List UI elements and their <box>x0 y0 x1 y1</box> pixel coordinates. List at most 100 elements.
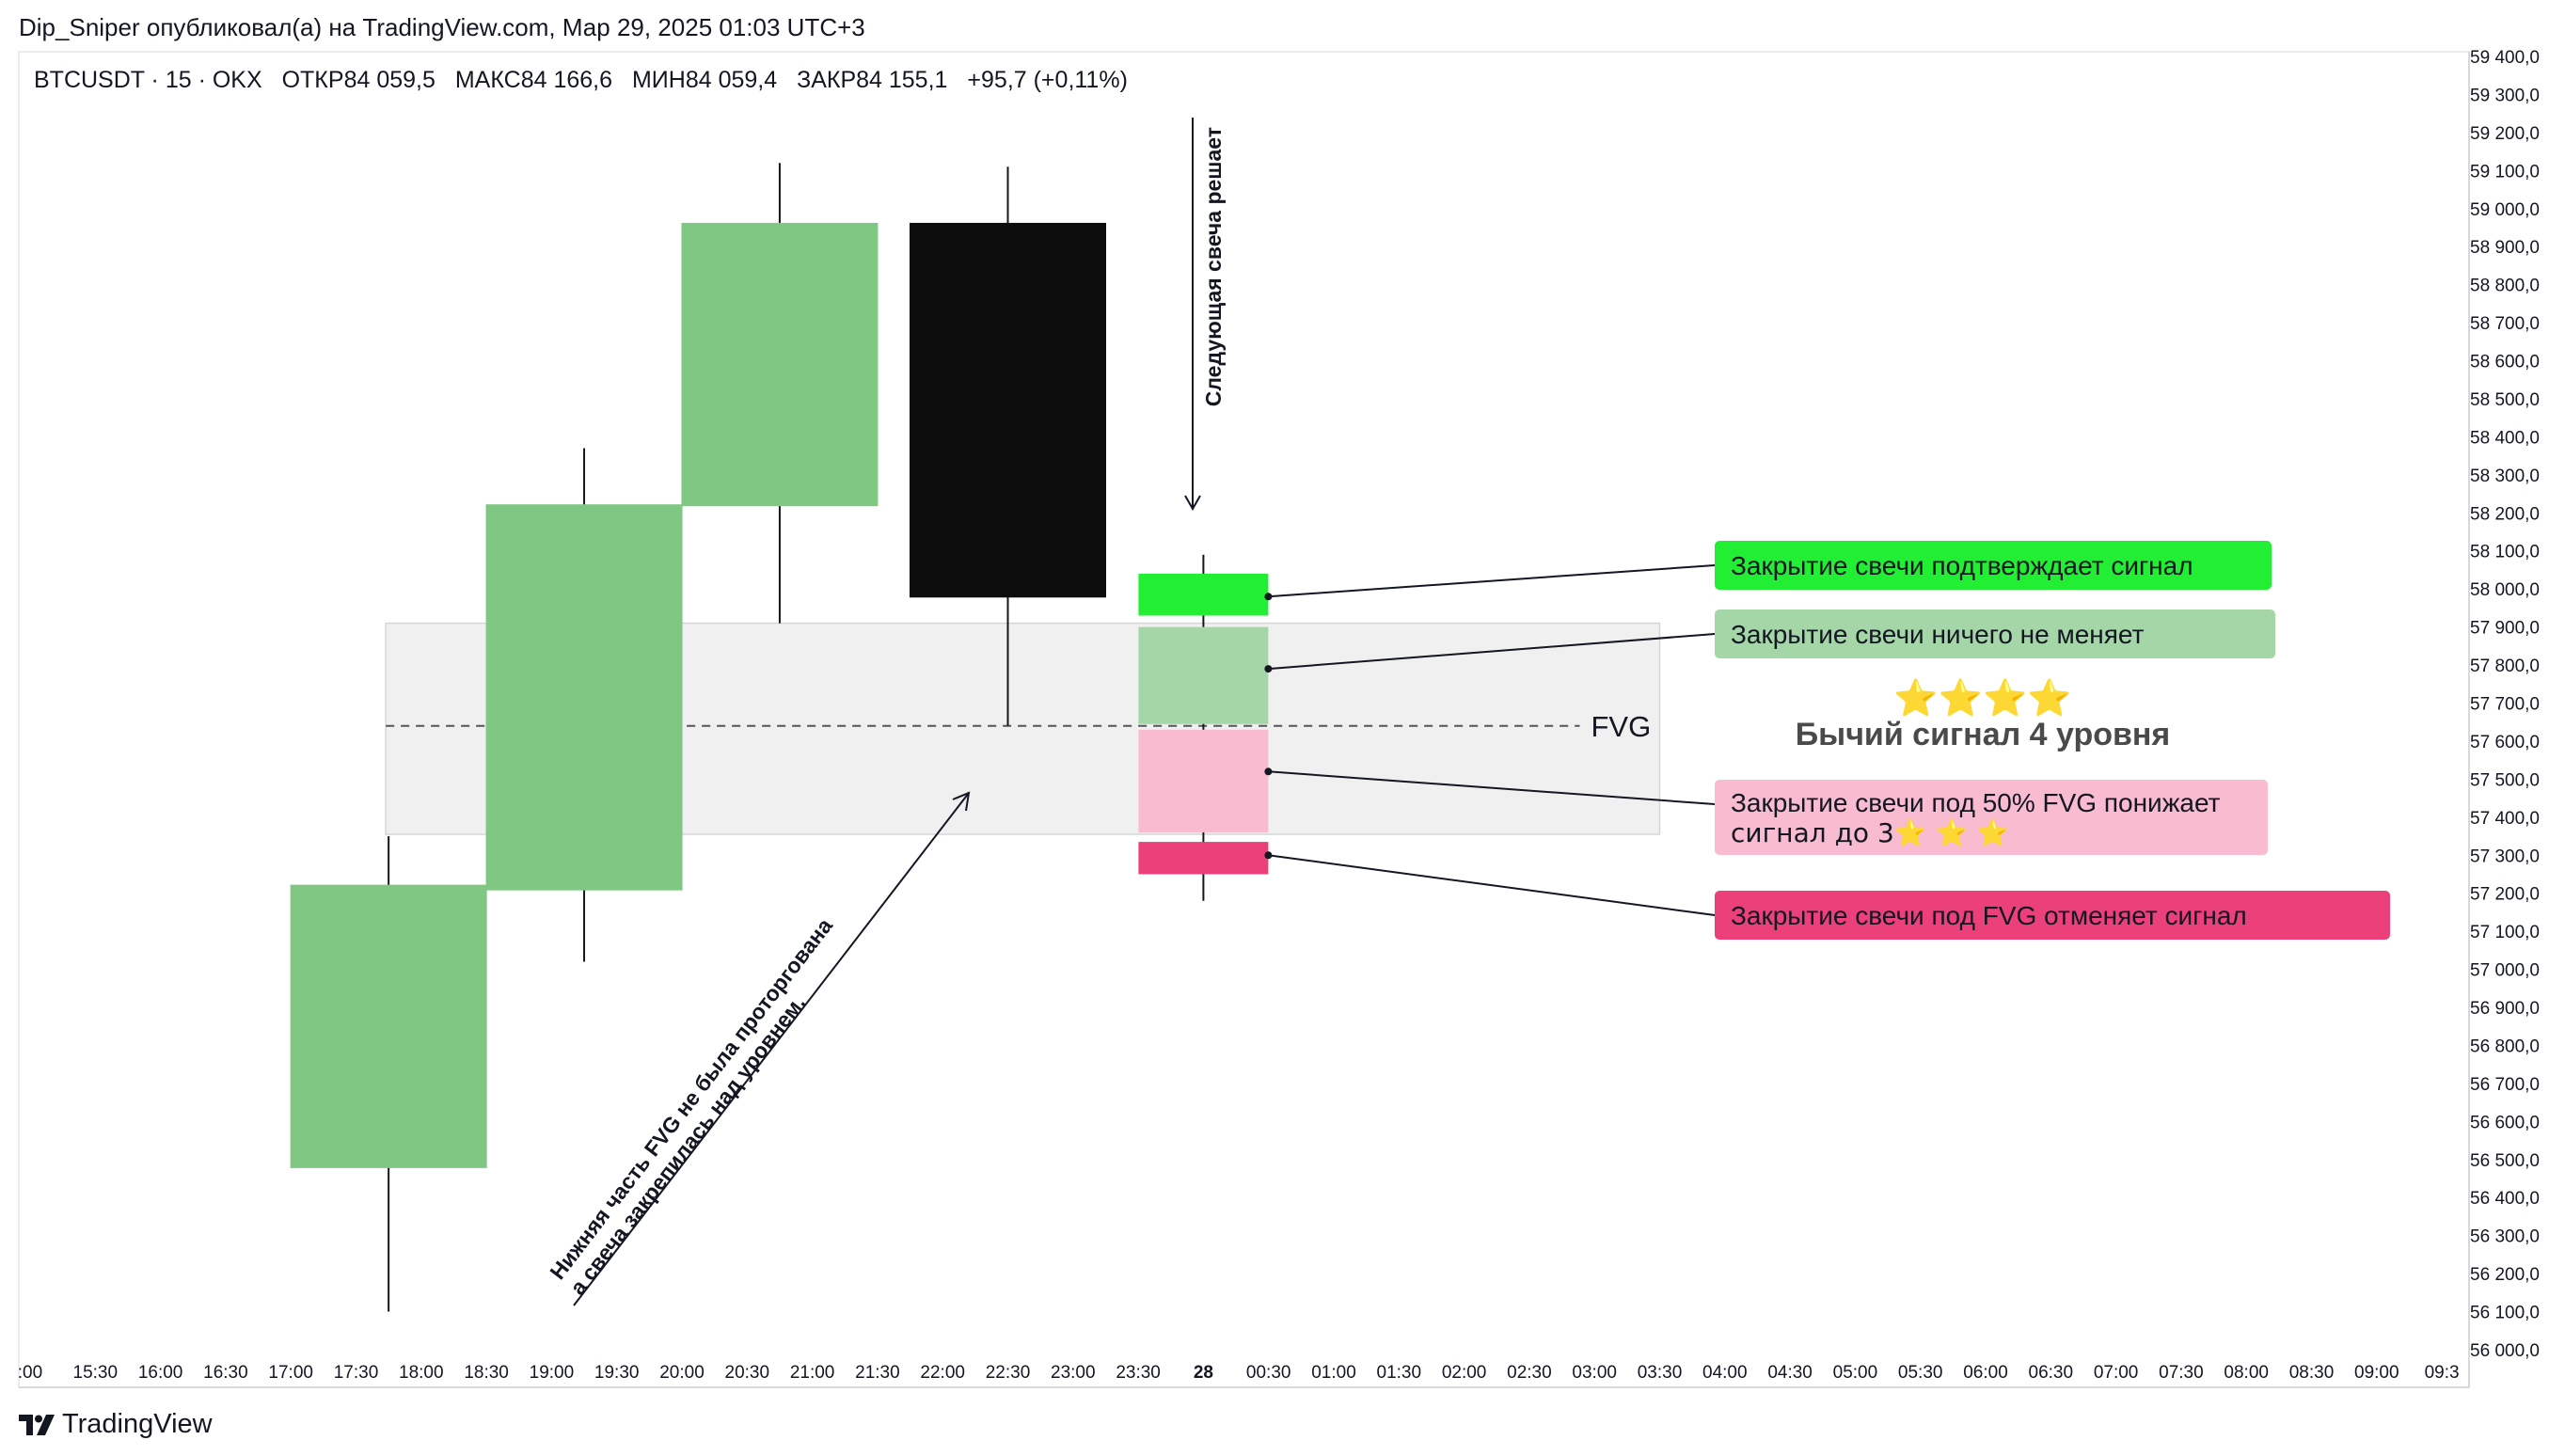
time-tick-label: 03:30 <box>1638 1363 1683 1383</box>
callout-box <box>1715 541 2272 590</box>
legend-close: 84 155,1 <box>856 67 947 93</box>
time-tick-label: 18:00 <box>399 1363 444 1383</box>
time-tick-label: 15:30 <box>73 1363 119 1383</box>
time-tick-label: 03:00 <box>1572 1363 1617 1383</box>
candle[interactable] <box>910 166 1106 726</box>
time-tick-label: :00 <box>18 1363 42 1383</box>
time-tick-label: 08:30 <box>2289 1363 2335 1383</box>
next-candle-zone[interactable] <box>1138 626 1269 724</box>
signal-title: Бычий сигнал 4 уровня <box>1796 717 2171 752</box>
price-tick-label: 58 000,0 <box>2470 580 2540 600</box>
candle-body <box>485 504 683 891</box>
price-tick-label: 58 700,0 <box>2470 314 2540 334</box>
time-tick-label: 22:30 <box>986 1363 1031 1383</box>
callout-anchor-dot <box>1264 768 1273 776</box>
callout-text-line1: Закрытие свечи под 50% FVG понижает <box>1731 788 2221 817</box>
time-tick-label: 09:3 <box>2425 1363 2460 1383</box>
next-candle-zone[interactable] <box>1138 574 1269 616</box>
time-tick-label: 09:00 <box>2354 1363 2399 1383</box>
price-tick-label: 56 500,0 <box>2470 1151 2540 1171</box>
time-tick-label: 07:30 <box>2159 1363 2204 1383</box>
callout-text: Закрытие свечи под FVG отменяет сигнал <box>1731 901 2247 930</box>
price-tick-label: 58 600,0 <box>2470 353 2540 372</box>
legend-low-label: МИН <box>632 67 686 93</box>
time-tick-label: 02:00 <box>1442 1363 1487 1383</box>
price-tick-label: 57 800,0 <box>2470 657 2540 676</box>
callout[interactable]: Закрытие свечи ничего не меняет <box>1264 609 2275 673</box>
price-tick-label: 57 900,0 <box>2470 619 2540 639</box>
callout[interactable]: Закрытие свечи под 50% FVG понижаетсигна… <box>1264 768 2268 855</box>
time-tick-label: 17:00 <box>268 1363 313 1383</box>
legend-open-label: ОТКР <box>282 67 344 93</box>
next-candle-zone[interactable] <box>1138 729 1269 832</box>
time-tick-label: 08:00 <box>2224 1363 2269 1383</box>
time-tick-label: 16:30 <box>203 1363 248 1383</box>
arrow-down-icon <box>1184 495 1201 512</box>
legend-open: 84 059,5 <box>344 67 435 93</box>
tradingview-logo[interactable]: TradingView <box>19 1409 213 1440</box>
callout-text-line2: сигнал до 3⭐ ⭐ ⭐ <box>1731 817 2009 848</box>
time-tick-label: 17:30 <box>334 1363 379 1383</box>
callout-anchor-dot <box>1264 665 1273 673</box>
legend-high: 84 166,6 <box>521 67 612 93</box>
fvg-label: FVG <box>1591 710 1652 743</box>
callout-connector <box>1268 770 1716 805</box>
price-tick-label: 56 900,0 <box>2470 999 2540 1019</box>
price-tick-label: 58 800,0 <box>2470 277 2540 296</box>
candle[interactable] <box>485 448 683 962</box>
fvg-note-line2: а свеча закрепилась над уровнем. <box>565 990 810 1299</box>
time-tick-label: 01:00 <box>1311 1363 1356 1383</box>
time-tick-label: 20:30 <box>725 1363 770 1383</box>
price-tick-label: 58 300,0 <box>2470 467 2540 486</box>
price-tick-label: 59 300,0 <box>2470 86 2540 105</box>
price-tick-label: 59 400,0 <box>2470 48 2540 68</box>
next-candle-zone[interactable] <box>1138 842 1269 875</box>
price-tick-label: 57 600,0 <box>2470 733 2540 752</box>
star-rating: ⭐⭐⭐⭐ <box>1893 677 2071 719</box>
price-tick-label: 56 400,0 <box>2470 1189 2540 1209</box>
time-tick-label: 21:30 <box>855 1363 900 1383</box>
price-tick-label: 59 200,0 <box>2470 124 2540 144</box>
time-tick-label: 06:30 <box>2029 1363 2074 1383</box>
callout-connector <box>1268 854 1716 916</box>
candle-body <box>681 222 879 507</box>
price-tick-label: 57 200,0 <box>2470 885 2540 905</box>
price-tick-label: 57 700,0 <box>2470 695 2540 715</box>
callout[interactable]: Закрытие свечи подтверждает сигнал <box>1264 541 2272 601</box>
time-tick-label: 04:00 <box>1702 1363 1748 1383</box>
price-tick-label: 57 400,0 <box>2470 809 2540 829</box>
price-tick-label: 58 100,0 <box>2470 543 2540 562</box>
price-tick-label: 58 200,0 <box>2470 504 2540 524</box>
symbol-legend: BTCUSDT · 15 · OKX ОТКР84 059,5 МАКС84 1… <box>34 67 1128 93</box>
callout[interactable]: Закрытие свечи под FVG отменяет сигнал <box>1264 851 2390 940</box>
time-tick-label: 05:30 <box>1898 1363 1943 1383</box>
callout-anchor-dot <box>1264 593 1273 601</box>
price-tick-label: 59 000,0 <box>2470 200 2540 220</box>
time-tick-label: 06:00 <box>1963 1363 2008 1383</box>
tradingview-logo-icon <box>19 1414 55 1435</box>
price-tick-label: 56 100,0 <box>2470 1304 2540 1323</box>
candle[interactable] <box>681 163 879 624</box>
price-tick-label: 56 600,0 <box>2470 1113 2540 1132</box>
time-tick-label: 02:30 <box>1507 1363 1552 1383</box>
price-tick-label: 56 300,0 <box>2470 1227 2540 1247</box>
price-tick-label: 56 200,0 <box>2470 1265 2540 1285</box>
price-tick-label: 58 400,0 <box>2470 428 2540 448</box>
candle[interactable] <box>290 836 487 1312</box>
time-tick-label: 19:00 <box>530 1363 575 1383</box>
arrow-up-right-icon <box>952 791 971 812</box>
price-tick-label: 59 100,0 <box>2470 162 2540 182</box>
candle-body <box>290 884 487 1168</box>
time-tick-label: 18:30 <box>464 1363 509 1383</box>
publisher-line: Dip_Sniper опубликовал(а) на TradingView… <box>19 13 865 41</box>
time-tick-label: 07:00 <box>2094 1363 2139 1383</box>
callout-text: Закрытие свечи ничего не меняет <box>1731 620 2145 649</box>
candle-body <box>910 222 1106 598</box>
price-tick-label: 57 300,0 <box>2470 847 2540 866</box>
legend-low: 84 059,4 <box>686 67 777 93</box>
callout-connector <box>1268 633 1716 671</box>
time-tick-label: 20:00 <box>659 1363 705 1383</box>
time-tick-label: 21:00 <box>790 1363 835 1383</box>
